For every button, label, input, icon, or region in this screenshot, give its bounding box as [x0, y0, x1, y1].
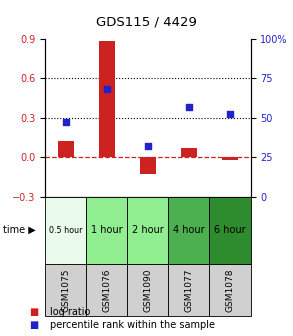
Bar — [58, 141, 74, 157]
Bar — [99, 41, 115, 157]
Bar — [140, 157, 156, 174]
Text: GSM1076: GSM1076 — [103, 268, 111, 311]
Text: GSM1077: GSM1077 — [185, 268, 193, 311]
Text: GSM1075: GSM1075 — [62, 268, 70, 311]
Text: 1 hour: 1 hour — [91, 225, 123, 235]
Text: 0.5 hour: 0.5 hour — [49, 226, 83, 235]
Text: GDS115 / 4429: GDS115 / 4429 — [96, 15, 197, 28]
Point — [187, 104, 191, 109]
Text: ■: ■ — [29, 320, 39, 330]
Point — [105, 86, 109, 92]
Point — [64, 120, 68, 125]
Text: 2 hour: 2 hour — [132, 225, 164, 235]
Text: log ratio: log ratio — [50, 307, 90, 317]
Text: 4 hour: 4 hour — [173, 225, 205, 235]
Bar — [181, 148, 197, 157]
Bar — [222, 157, 238, 160]
Text: 6 hour: 6 hour — [214, 225, 246, 235]
Text: GSM1078: GSM1078 — [226, 268, 234, 311]
Text: time ▶: time ▶ — [3, 225, 36, 235]
Text: ■: ■ — [29, 307, 39, 317]
Text: GSM1090: GSM1090 — [144, 268, 152, 311]
Point — [146, 143, 150, 149]
Point — [228, 112, 232, 117]
Text: percentile rank within the sample: percentile rank within the sample — [50, 320, 215, 330]
